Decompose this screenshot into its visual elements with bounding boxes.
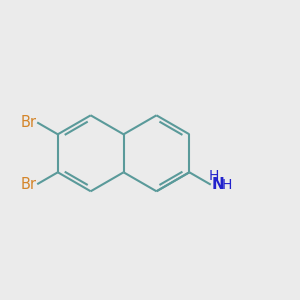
Text: H: H (209, 169, 219, 183)
Text: N: N (212, 177, 224, 192)
Text: Br: Br (20, 177, 36, 192)
Text: H: H (222, 178, 232, 192)
Text: Br: Br (20, 115, 36, 130)
